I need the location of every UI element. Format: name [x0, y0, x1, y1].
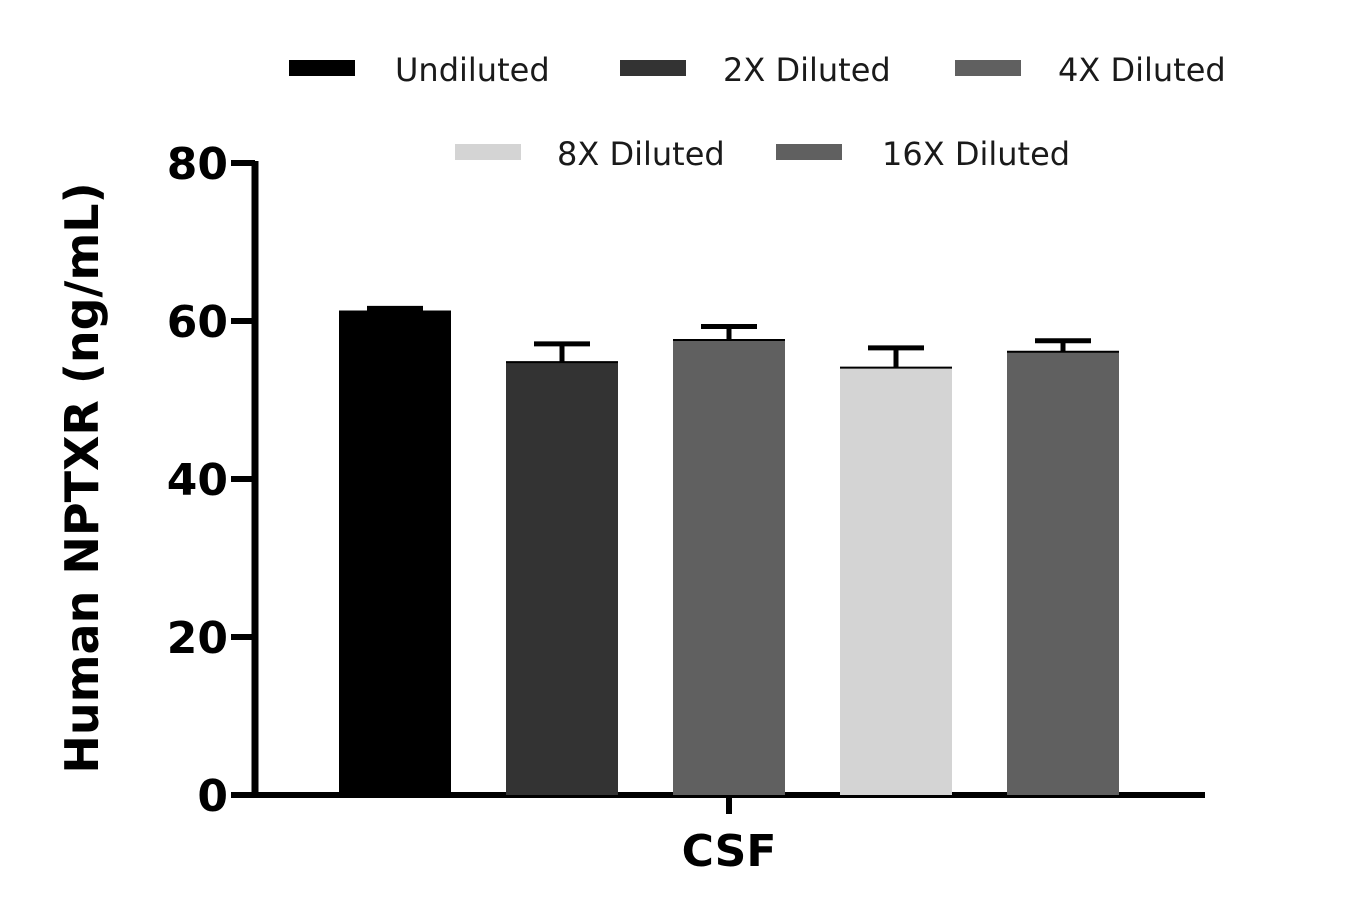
x-category-label: CSF — [682, 826, 777, 877]
error-bars — [339, 305, 1119, 369]
legend-label: 4X Diluted — [1058, 51, 1226, 89]
bar-2x-diluted — [506, 362, 618, 795]
y-tick-label: 40 — [167, 455, 228, 506]
bar-4x-diluted — [673, 339, 785, 795]
legend-swatch — [289, 60, 355, 76]
legend: Undiluted 2X Diluted 4X Diluted 8X Diluted 1… — [289, 51, 1226, 173]
legend-swatch — [776, 144, 842, 160]
y-tick-label: 80 — [167, 139, 228, 190]
bar-undiluted — [339, 311, 451, 795]
legend-label: 8X Diluted — [557, 135, 725, 173]
y-tick-label: 0 — [197, 771, 228, 822]
legend-label: Undiluted — [395, 51, 550, 89]
y-tick-label: 60 — [167, 297, 228, 348]
bars — [339, 311, 1119, 795]
y-tick-label: 20 — [167, 613, 228, 664]
legend-swatch — [955, 60, 1021, 76]
legend-swatch — [455, 144, 521, 160]
legend-label: 2X Diluted — [723, 51, 891, 89]
axes: 0 20 40 60 80 Human NPTXR (ng/mL) CSF — [55, 139, 1205, 877]
legend-label: 16X Diluted — [882, 135, 1070, 173]
y-axis-title: Human NPTXR (ng/mL) — [55, 182, 109, 773]
legend-swatch — [620, 60, 686, 76]
bar-8x-diluted — [840, 367, 952, 795]
bar-16x-diluted — [1007, 351, 1119, 795]
